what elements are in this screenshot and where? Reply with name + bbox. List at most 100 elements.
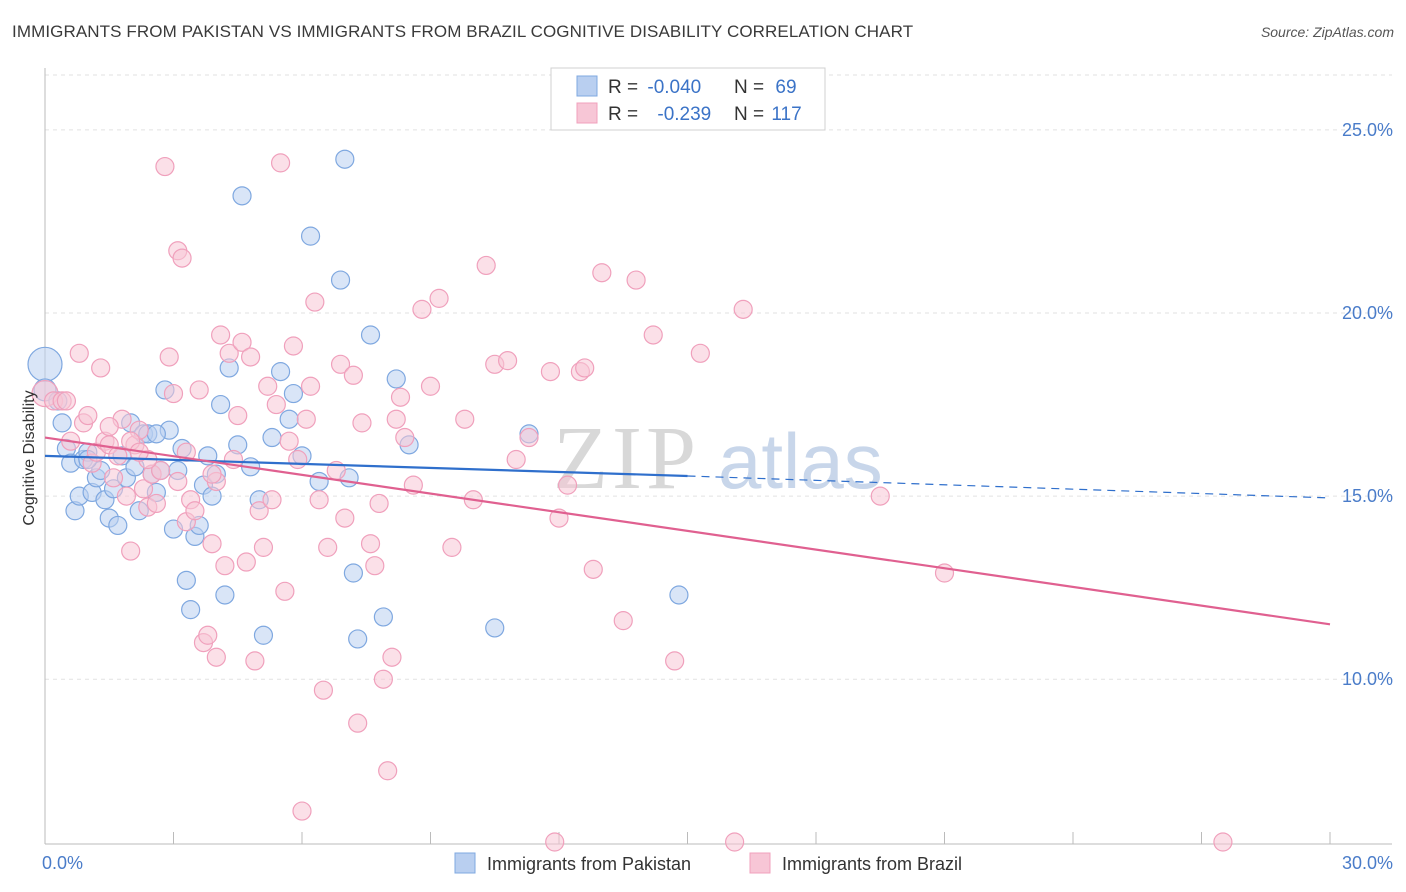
- point-brazil-79: [412, 299, 432, 319]
- bottom-legend: Immigrants from Pakistan Immigrants from…: [454, 852, 962, 874]
- chart-source: Source: ZipAtlas.com: [1260, 24, 1394, 40]
- legend-r-value-brazil: -0.239: [657, 104, 711, 125]
- point-brazil-64: [330, 354, 351, 374]
- point-brazil-5: [69, 343, 89, 363]
- x-tick-labels: 0.0% 30.0%: [42, 853, 1393, 873]
- point-brazil-24: [151, 460, 171, 481]
- point-brazil-38: [211, 325, 231, 345]
- point-brazil-36: [202, 534, 222, 554]
- chart-title: IMMIGRANTS FROM PAKISTAN VS IMMIGRANTS F…: [12, 22, 914, 41]
- point-brazil-71: [369, 493, 389, 514]
- x-tick-label-0: 0.0%: [42, 853, 83, 873]
- legend-r-label-brazil: R =: [608, 104, 643, 125]
- point-pakistan-44: [232, 186, 252, 206]
- point-brazil-3: [56, 391, 77, 411]
- legend-swatch-brazil: [576, 102, 598, 124]
- point-brazil-45: [245, 651, 265, 671]
- point-pakistan-32: [176, 570, 196, 590]
- point-pakistan-3: [52, 413, 72, 433]
- point-pakistan-66: [335, 149, 355, 169]
- point-pakistan-63: [485, 618, 505, 638]
- point-brazil-7: [78, 405, 98, 426]
- point-brazil-61: [313, 680, 334, 700]
- point-brazil-62: [318, 537, 338, 557]
- point-pakistan-58: [348, 629, 368, 649]
- legend-n-value-pakistan: 69: [775, 77, 796, 98]
- point-brazil-39: [215, 556, 235, 576]
- legend-n-label-pakistan: N =: [734, 77, 769, 98]
- point-brazil-32: [185, 501, 205, 521]
- point-brazil-73: [378, 761, 398, 781]
- point-pakistan-53: [300, 226, 321, 246]
- point-pakistan-59: [360, 325, 381, 345]
- point-brazil-88: [506, 449, 526, 470]
- trend-line-pakistan-extension: [687, 475, 1331, 499]
- point-brazil-25: [155, 156, 175, 177]
- point-brazil-48: [258, 376, 278, 396]
- trend-line-pakistan: [44, 454, 688, 478]
- point-brazil-114: [168, 471, 188, 492]
- trend-lines: [44, 436, 1331, 626]
- point-brazil-60: [309, 490, 329, 510]
- point-brazil-98: [626, 270, 646, 290]
- point-brazil-50: [266, 394, 286, 415]
- point-pakistan-57: [343, 563, 363, 583]
- point-brazil-29: [172, 248, 192, 268]
- point-brazil-96: [592, 263, 612, 283]
- point-pakistan-49: [270, 362, 291, 382]
- point-brazil-10: [91, 358, 111, 378]
- point-brazil-90: [540, 362, 561, 382]
- point-pakistan-55: [330, 270, 351, 290]
- point-brazil-74: [382, 647, 402, 667]
- watermark-zip: ZIP: [553, 409, 700, 508]
- point-brazil-37: [206, 647, 226, 667]
- y-tick-label-0: 10.0%: [1342, 669, 1393, 689]
- watermark-atlas: atlas: [718, 417, 883, 505]
- series-brazil-points: [31, 153, 1233, 852]
- point-pakistan-41: [215, 585, 235, 605]
- point-brazil-43: [236, 552, 256, 572]
- svg-text:N = 117: N = 117: [734, 104, 802, 125]
- point-brazil-58: [300, 376, 321, 396]
- watermark: ZIP atlas: [553, 409, 883, 508]
- point-brazil-14: [108, 446, 128, 466]
- legend-r-label-pakistan: R =: [608, 77, 643, 98]
- point-brazil-51: [270, 153, 291, 173]
- point-brazil-116: [202, 464, 222, 484]
- point-brazil-47: [253, 537, 274, 557]
- point-brazil-56: [292, 801, 312, 821]
- point-brazil-46: [249, 501, 269, 521]
- point-brazil-76: [390, 387, 411, 407]
- point-pakistan-50: [279, 409, 299, 429]
- point-brazil-103: [870, 486, 890, 506]
- legend-swatch-pakistan: [576, 75, 598, 97]
- point-brazil-20: [133, 479, 154, 499]
- point-brazil-33: [189, 380, 209, 400]
- y-tick-label-1: 15.0%: [1342, 486, 1393, 506]
- point-pakistan-48: [262, 427, 282, 448]
- point-brazil-72: [373, 669, 393, 689]
- point-brazil-69: [360, 534, 381, 554]
- point-pakistan-47: [253, 625, 274, 645]
- point-brazil-67: [348, 713, 368, 733]
- point-brazil-106: [725, 832, 745, 852]
- point-brazil-41: [228, 405, 248, 426]
- legend-n-label-brazil: N =: [734, 104, 769, 125]
- point-brazil-89: [519, 427, 539, 448]
- point-brazil-54: [283, 336, 304, 356]
- point-pakistan-61: [386, 369, 406, 389]
- point-brazil-70: [365, 556, 385, 576]
- point-brazil-75: [386, 409, 406, 429]
- point-brazil-13: [103, 468, 124, 488]
- point-brazil-105: [545, 832, 565, 852]
- point-brazil-102: [733, 299, 753, 319]
- bottom-legend-label-brazil: Immigrants from Brazil: [782, 854, 962, 874]
- point-brazil-112: [99, 416, 119, 437]
- point-pakistan-16: [108, 515, 128, 536]
- point-brazil-97: [613, 611, 633, 631]
- legend-r-value-pakistan: -0.040: [647, 77, 701, 98]
- point-pakistan-65: [669, 585, 689, 605]
- point-brazil-23: [146, 493, 166, 514]
- point-brazil-107: [1213, 832, 1233, 852]
- point-brazil-83: [455, 409, 475, 429]
